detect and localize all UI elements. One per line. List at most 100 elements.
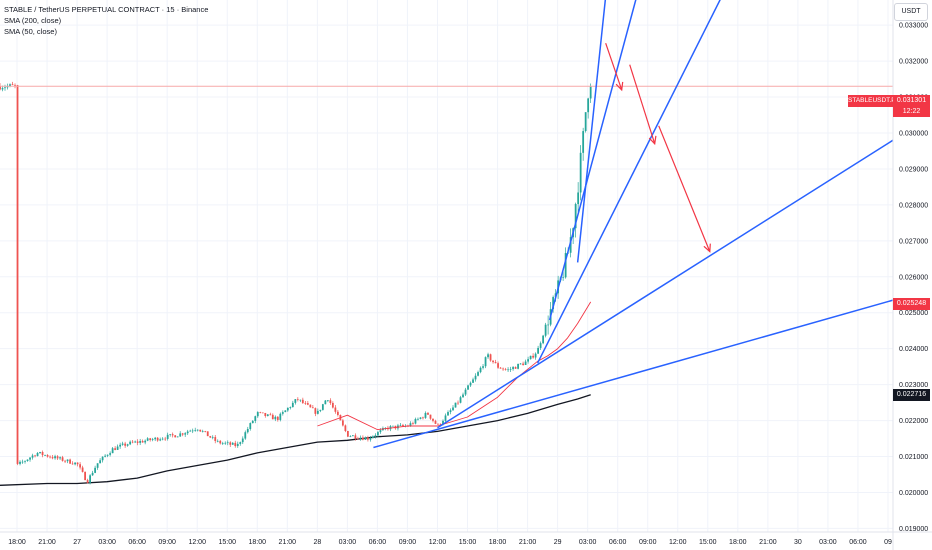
candle-body (101, 456, 104, 461)
arrow-head (703, 243, 711, 253)
candle-body (19, 461, 21, 464)
candle-body (66, 459, 69, 462)
candle-body (374, 435, 377, 437)
x-tick-label: 18:00 (8, 539, 26, 546)
candle-body (462, 394, 464, 398)
candle-body (184, 433, 187, 435)
candle-body (51, 457, 54, 459)
candle-body (179, 433, 182, 437)
candle-body (56, 456, 59, 459)
candle-body (109, 453, 112, 455)
y-tick-label: 0.023000 (899, 382, 928, 389)
arrow-head (615, 81, 624, 92)
candle-body (71, 463, 74, 465)
candle-body (99, 460, 102, 464)
candle-body (584, 112, 587, 132)
arrow-shaft (658, 125, 711, 252)
candle-body (211, 437, 214, 438)
x-tick-label: 29 (554, 539, 562, 546)
candle-body (0, 86, 1, 90)
sma200-path (0, 394, 591, 486)
candle-body (146, 438, 149, 441)
candle-body (424, 412, 427, 418)
candle-body (84, 471, 86, 481)
candle-body (234, 442, 237, 447)
x-tick-label: 09 (884, 539, 892, 546)
currency-unit-button[interactable]: USDT (894, 3, 928, 21)
y-tick-label: 0.028000 (899, 202, 928, 209)
candle-body (199, 429, 202, 432)
legend-sma200[interactable]: SMA (200, close) (4, 16, 62, 25)
candle-body (334, 407, 337, 412)
candle-body (477, 372, 479, 376)
x-tick-label: 15:00 (699, 539, 717, 546)
candle-body (89, 475, 92, 483)
candle-body (542, 335, 545, 344)
legend-sma50[interactable]: SMA (50, close) (4, 27, 57, 36)
x-tick-label: 03:00 (579, 539, 597, 546)
candle-body (29, 457, 31, 460)
candle-body (367, 437, 369, 440)
candle-body (96, 463, 99, 468)
candle-body (151, 439, 154, 441)
candle-body (534, 353, 537, 358)
candle-body (514, 367, 517, 369)
candle-body (121, 443, 124, 445)
candle-body (259, 412, 262, 413)
trendline (536, 0, 721, 364)
symbol-price-label: STABLEUSDT.P (848, 95, 896, 107)
candle-body (94, 467, 97, 473)
candle-body (21, 461, 24, 463)
candle-body (144, 440, 147, 443)
candle-body (464, 389, 467, 395)
candle-body (294, 399, 297, 403)
candle-body (216, 440, 219, 442)
candle-body (414, 418, 417, 424)
candle-body (249, 423, 252, 429)
sma50-line (317, 301, 592, 431)
candle-body (91, 472, 94, 476)
candle-body (336, 411, 339, 415)
candle-body (269, 414, 272, 416)
x-tick-label: 21:00 (519, 539, 537, 546)
x-tick-label: 15:00 (459, 539, 477, 546)
candle-body (442, 420, 444, 425)
candle-body (86, 480, 89, 483)
candle-body (194, 429, 197, 431)
candle-body (221, 443, 224, 444)
candle-body (111, 448, 114, 454)
candle-body (134, 441, 137, 443)
candle-body (251, 420, 254, 424)
candle-body (569, 237, 572, 253)
candle-body (174, 435, 177, 438)
candle-body (286, 407, 289, 411)
candles (0, 81, 592, 485)
x-tick-label: 09:00 (399, 539, 417, 546)
time-axis[interactable]: 18:00 21:00 27 03:00 06:00 09:00 12:00 15:00 18:… (8, 539, 892, 546)
candle-body (502, 368, 504, 370)
candle-body (156, 437, 159, 441)
candle-body (171, 434, 174, 436)
candle-body (79, 464, 81, 468)
candle-body (204, 431, 207, 432)
candle-body (497, 363, 499, 368)
current-price-label: 0.031301 12:22 (893, 95, 930, 117)
candle-body (11, 84, 14, 85)
candle-body (537, 347, 540, 354)
candle-body (276, 416, 279, 420)
y-tick-label: 0.030000 (899, 131, 928, 138)
candle-body (351, 435, 354, 437)
x-tick-label: 30 (794, 539, 802, 546)
x-tick-label: 21:00 (38, 539, 56, 546)
candle-body (419, 417, 422, 419)
candle-body (359, 437, 362, 439)
candle-body (321, 404, 324, 410)
candle-body (454, 402, 457, 408)
candle-body (141, 441, 144, 443)
candle-body (279, 413, 282, 420)
candle-body (529, 355, 532, 360)
y-tick-label: 0.029000 (899, 166, 928, 173)
candle-body (274, 416, 277, 420)
trendline (373, 299, 894, 449)
